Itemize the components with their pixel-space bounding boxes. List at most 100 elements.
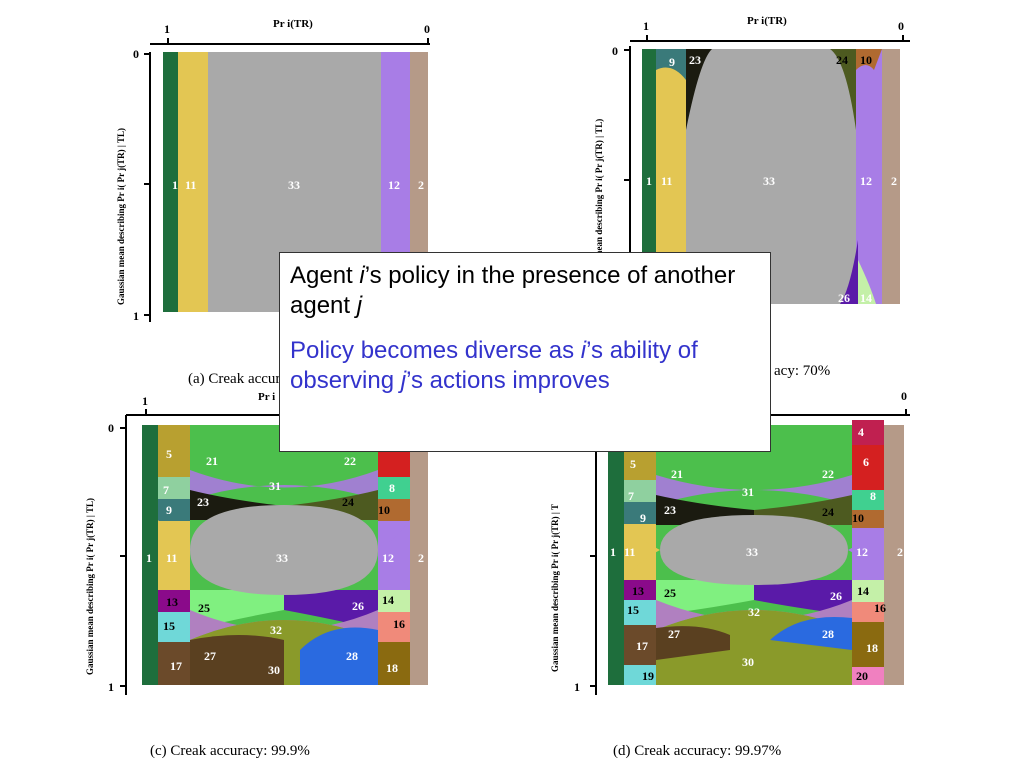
label-a-1: 1 (172, 178, 178, 192)
tick-a-left-1: 1 (133, 309, 139, 323)
region-c-1 (142, 425, 158, 685)
label-d-13: 13 (632, 584, 644, 598)
label-c-27: 27 (204, 649, 216, 663)
label-b-23: 23 (689, 53, 701, 67)
label-b-11: 11 (661, 174, 672, 188)
callout-box: Agent i’s policy in the presence of anot… (279, 252, 771, 452)
callout-var-j: j (400, 367, 407, 395)
label-c-2: 2 (418, 551, 424, 565)
region-d-2 (884, 425, 904, 685)
label-b-14: 14 (860, 291, 872, 305)
label-c-33: 33 (276, 551, 288, 565)
tick-c-left-1: 1 (108, 680, 114, 694)
label-d-6: 6 (863, 455, 869, 469)
label-d-20: 20 (856, 669, 868, 683)
label-c-23: 23 (197, 495, 209, 509)
region-d-11-lens (624, 524, 660, 580)
label-d-16: 16 (874, 601, 886, 615)
label-d-33: 33 (746, 545, 758, 559)
region-d-9 (624, 502, 656, 524)
label-d-27: 27 (668, 627, 680, 641)
region-c-27 (190, 635, 284, 685)
region-b-24 (830, 49, 856, 130)
label-b-2: 2 (891, 174, 897, 188)
tick-a-top-0: 0 (424, 22, 430, 36)
region-b-23 (686, 49, 712, 130)
region-c-8 (378, 477, 410, 499)
region-a-2 (410, 52, 428, 312)
axis-d-y-label: Gaussian mean describing Pr i( Pr j(TR) … (550, 504, 560, 672)
region-d-13 (624, 580, 656, 600)
label-c-16: 16 (393, 617, 405, 631)
region-d-18 (852, 622, 884, 667)
label-c-12: 12 (382, 551, 394, 565)
panel-c: 5 21 22 7 31 8 9 23 24 10 1 11 33 12 2 1… (85, 391, 430, 759)
region-d-10 (852, 510, 884, 528)
callout-text: Policy becomes diverse as (290, 336, 581, 364)
region-c-13 (158, 590, 190, 612)
caption-d: (d) Creak accuracy: 99.97% (613, 743, 781, 759)
label-d-14: 14 (857, 584, 869, 598)
region-c-5 (158, 425, 190, 477)
tick-d-left-1: 1 (574, 680, 580, 694)
region-c-31 (190, 470, 378, 500)
label-d-8: 8 (870, 489, 876, 503)
label-d-32: 32 (748, 605, 760, 619)
region-d-8 (852, 490, 884, 510)
panel-b: 1 11 9 23 33 24 10 12 2 26 14 1 0 Pr i(T… (594, 15, 910, 379)
panel-d: 4 5 6 21 22 7 31 8 9 23 24 10 1 11 33 12… (550, 389, 910, 759)
label-d-28: 28 (822, 627, 834, 641)
label-a-11: 11 (185, 178, 196, 192)
axis-a-y-label: Gaussian mean describing Pr i( Pr j(TR) … (116, 128, 126, 305)
label-c-24: 24 (342, 495, 354, 509)
label-c-8: 8 (389, 481, 395, 495)
label-d-9: 9 (640, 511, 646, 525)
region-d-15 (624, 600, 656, 625)
label-d-19: 19 (642, 669, 654, 683)
label-d-17: 17 (636, 639, 648, 653)
label-d-18: 18 (866, 641, 878, 655)
region-d-28 (770, 616, 852, 650)
label-d-2: 2 (897, 545, 903, 559)
region-b-1 (642, 49, 656, 304)
tick-b-left-0: 0 (612, 44, 618, 58)
axis-a-top-label: Pr i(TR) (273, 18, 313, 30)
region-b-9 (656, 49, 686, 80)
region-b-10 (856, 49, 882, 70)
caption-c: (c) Creak accuracy: 99.9% (150, 743, 310, 759)
region-d-19 (624, 665, 656, 685)
region-b-12 (856, 49, 882, 304)
region-c-7 (158, 477, 190, 499)
label-d-7: 7 (628, 489, 634, 503)
region-b-2 (882, 49, 900, 304)
tick-d-top-0: 0 (901, 389, 907, 403)
tick-b-top-1: 1 (643, 19, 649, 33)
region-d-27 (656, 626, 730, 660)
caption-a: (a) Creak accuracy: (188, 371, 305, 387)
label-d-12: 12 (856, 545, 868, 559)
label-c-13: 13 (166, 595, 178, 609)
label-d-26: 26 (830, 589, 842, 603)
region-c-12-lens (378, 520, 410, 590)
label-d-30: 30 (742, 655, 754, 669)
region-c-18 (378, 642, 410, 685)
region-d-31 (656, 475, 852, 505)
label-d-25: 25 (664, 586, 676, 600)
tick-c-left-0: 0 (108, 421, 114, 435)
region-c-2 (410, 425, 428, 685)
region-d-7 (624, 480, 656, 502)
label-d-31: 31 (742, 485, 754, 499)
region-d-4 (852, 420, 884, 445)
callout-text: Agent (290, 262, 360, 289)
label-b-33: 33 (763, 174, 775, 188)
label-b-1: 1 (646, 174, 652, 188)
region-d-26 (754, 580, 852, 615)
label-c-31: 31 (269, 479, 281, 493)
label-c-21: 21 (206, 454, 218, 468)
label-d-10: 10 (852, 511, 864, 525)
label-d-11: 11 (624, 545, 635, 559)
region-a-1 (163, 52, 178, 312)
label-c-11: 11 (166, 551, 177, 565)
axis-c-y-label: Gaussian mean describing Pr i( Pr j(TR) … (85, 498, 95, 675)
label-c-18: 18 (386, 661, 398, 675)
